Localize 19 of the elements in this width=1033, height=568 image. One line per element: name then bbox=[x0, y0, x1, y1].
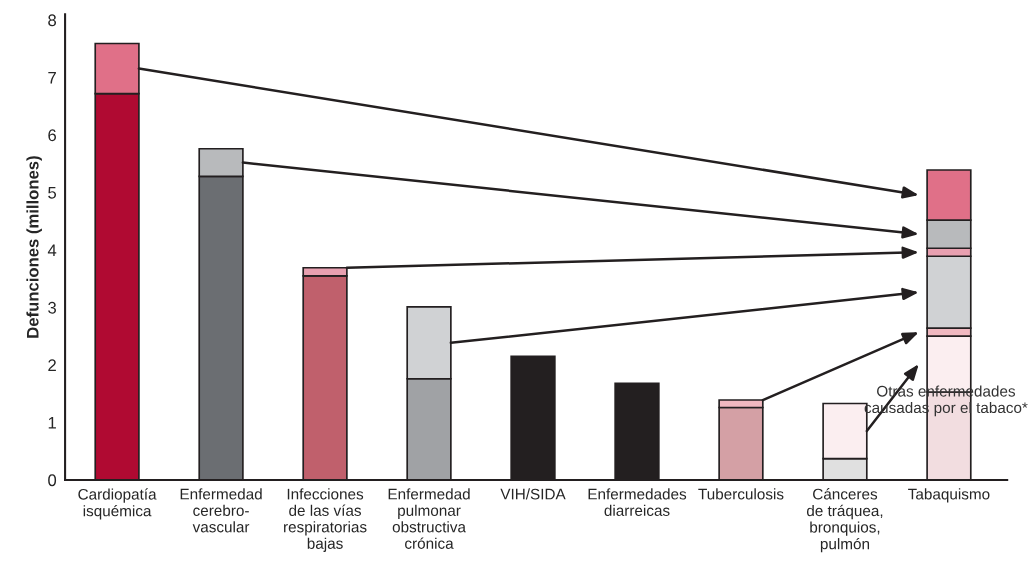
y-tick-label: 8 bbox=[48, 14, 57, 27]
x-tick-label: Tabaquismo bbox=[908, 488, 990, 503]
y-tick-label: 5 bbox=[48, 187, 57, 199]
x-tick-label: Enfermedades diarreicas bbox=[588, 488, 687, 516]
y-tick-label: 6 bbox=[48, 129, 57, 142]
x-tick-label: Cánceres de tráquea, bronquios, pulmón bbox=[806, 488, 883, 553]
y-tick-label: 2 bbox=[48, 359, 56, 371]
x-tick-label: Enfermedad cerebro- vascular bbox=[180, 488, 262, 533]
x-tick-label: VIH/SIDA bbox=[500, 488, 566, 500]
y-axis-title: Defunciones (millones) bbox=[26, 156, 42, 338]
y-tick-label: 0 bbox=[48, 474, 57, 487]
y-tick-label: 3 bbox=[48, 301, 57, 314]
y-tick-label: 4 bbox=[47, 244, 57, 256]
x-tick-label: Infecciones de las vías respiratorias bajas bbox=[284, 488, 367, 552]
y-tick-label: 1 bbox=[48, 417, 56, 429]
x-tick-label: Tuberculosis bbox=[698, 488, 784, 500]
x-tick-label: Enfermedad pulmonar obstructiva crónica bbox=[388, 488, 470, 549]
y-tick-label: 7 bbox=[48, 72, 56, 84]
x-tick-label: Cardiopatía isquémica bbox=[78, 488, 157, 520]
